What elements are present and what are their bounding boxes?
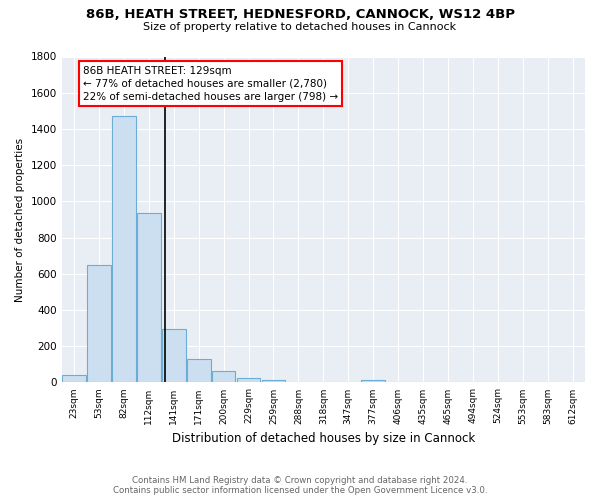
Y-axis label: Number of detached properties: Number of detached properties <box>15 138 25 302</box>
Bar <box>361 380 385 382</box>
Bar <box>112 116 136 382</box>
Text: Contains HM Land Registry data © Crown copyright and database right 2024.
Contai: Contains HM Land Registry data © Crown c… <box>113 476 487 495</box>
Bar <box>62 375 86 382</box>
Bar <box>237 378 260 382</box>
Bar <box>262 380 286 382</box>
Text: 86B HEATH STREET: 129sqm
← 77% of detached houses are smaller (2,780)
22% of sem: 86B HEATH STREET: 129sqm ← 77% of detach… <box>83 66 338 102</box>
Text: Size of property relative to detached houses in Cannock: Size of property relative to detached ho… <box>143 22 457 32</box>
Bar <box>187 359 211 382</box>
Bar <box>162 329 185 382</box>
Bar <box>212 370 235 382</box>
X-axis label: Distribution of detached houses by size in Cannock: Distribution of detached houses by size … <box>172 432 475 445</box>
Bar <box>137 213 161 382</box>
Text: 86B, HEATH STREET, HEDNESFORD, CANNOCK, WS12 4BP: 86B, HEATH STREET, HEDNESFORD, CANNOCK, … <box>86 8 515 20</box>
Bar <box>87 264 111 382</box>
